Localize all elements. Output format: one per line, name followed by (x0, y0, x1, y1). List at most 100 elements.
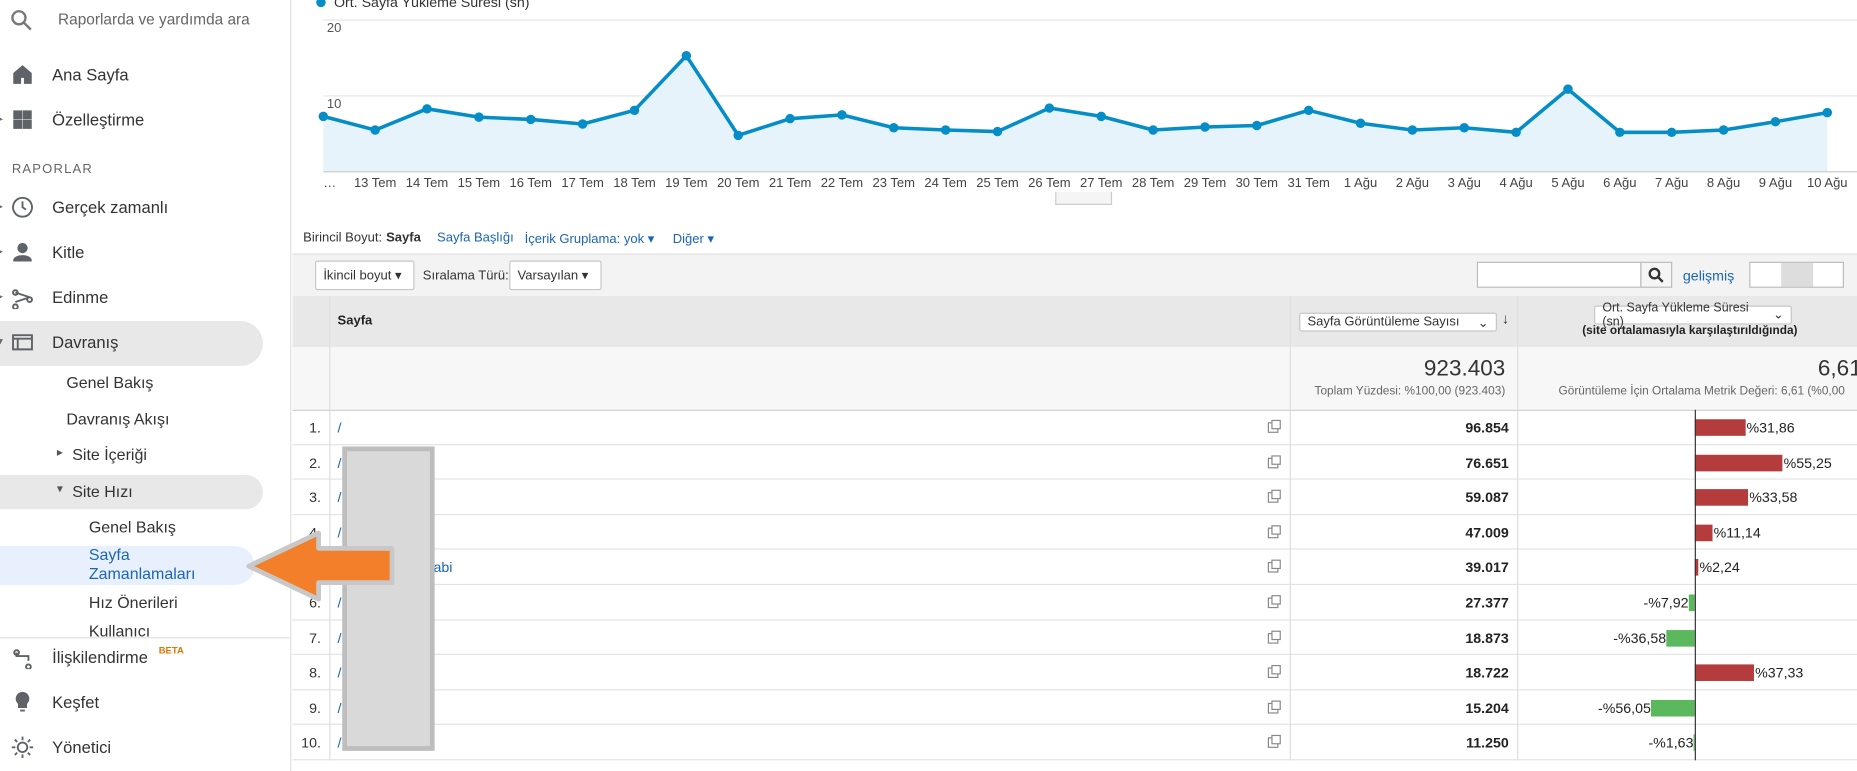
select-text: Sayfa Görüntüleme Sayısı (1307, 315, 1460, 330)
x-tick-label: 5 Ağu (1551, 175, 1584, 190)
advanced-link[interactable]: gelişmiş (1682, 267, 1735, 285)
pageviews: 96.854 (1465, 419, 1509, 436)
icon-part (1271, 665, 1281, 675)
nav-item[interactable]: Gerçek zamanlı (52, 197, 169, 217)
table-row[interactable]: 5. abi 39.017 %2,24 (292, 550, 1857, 586)
page-link[interactable]: / (337, 489, 342, 506)
nav-item[interactable]: Kitle (52, 242, 85, 262)
row-rank: 4. (309, 524, 321, 541)
page-link[interactable]: / (337, 699, 342, 717)
data-point (1252, 120, 1262, 131)
table-row[interactable]: 8. / 18.722 %37,33 (292, 655, 1857, 691)
primary-dim[interactable]: Diğer ▾ (672, 232, 714, 247)
row-rank: 1. (309, 419, 321, 436)
sort-arrow[interactable]: ↓ (1501, 310, 1509, 327)
x-tick-label: … (323, 175, 336, 190)
page-link[interactable]: / (337, 524, 342, 541)
nav-item[interactable]: Site İçeriği (72, 445, 147, 464)
icon-shape (13, 649, 32, 670)
sort-button[interactable]: Varsayılan ▾ (509, 260, 602, 291)
x-tick-label: 13 Tem (354, 175, 396, 190)
nav-icon (13, 65, 32, 84)
nav-item[interactable]: Kullanıcı (88, 622, 151, 641)
primary-dim[interactable]: İçerik Gruplama: yok ▾ (524, 232, 655, 247)
table-row[interactable]: 2. / 76.651 %55,25 (292, 445, 1857, 480)
nav-item[interactable]: Sayfa Zamanlamaları (88, 545, 196, 583)
divider (0, 637, 291, 639)
page-link[interactable]: / (337, 419, 342, 436)
nav-item[interactable]: Davranış (52, 332, 119, 352)
open-page-icon[interactable] (1267, 454, 1281, 468)
nav-item[interactable]: Ana Sayfa (52, 65, 129, 85)
comparison-label: %37,33 (1755, 664, 1804, 682)
open-page-icon[interactable] (1267, 665, 1281, 679)
page-link[interactable]: abi (433, 559, 453, 577)
open-page-icon[interactable] (1267, 595, 1281, 609)
page-link[interactable]: / (337, 734, 342, 752)
page-link[interactable]: / (337, 664, 342, 682)
search-box[interactable]: Raporlarda ve yardımda ara (58, 10, 250, 28)
table-row[interactable]: 10. / 11.250 -%1,63 (292, 725, 1857, 761)
nav-item[interactable]: Edinme (52, 287, 109, 307)
table-row[interactable]: 7. / 18.873 -%36,58 (292, 620, 1857, 656)
row-rank: 8. (309, 664, 321, 682)
nav-item[interactable]: Site Hızı (72, 482, 133, 501)
table-row[interactable]: 9. / 15.204 -%56,05 (292, 690, 1857, 726)
page-link[interactable]: / (337, 629, 342, 647)
comparison-axis (1694, 409, 1696, 761)
page-link[interactable]: / (337, 594, 342, 612)
x-tick-label: 1 Ağu (1344, 175, 1377, 190)
nav-item[interactable]: İlişkilendirme (52, 647, 148, 667)
nav-item[interactable]: Hız Önerileri (88, 593, 178, 612)
series-line (322, 53, 1828, 138)
nav-item[interactable]: Genel Bakış (88, 518, 176, 536)
active-section-bg (0, 320, 263, 366)
table-row[interactable]: 4. / 47.009 %11,14 (292, 515, 1857, 550)
primary-dim[interactable]: Sayfa (386, 230, 421, 246)
open-page-icon[interactable] (1267, 559, 1281, 574)
data-point (370, 125, 380, 135)
x-tick-label: 23 Tem (873, 175, 915, 190)
page-link[interactable]: / (337, 454, 342, 471)
icon-part (1271, 735, 1281, 745)
open-page-icon[interactable] (1267, 630, 1281, 644)
x-tick-label: 16 Tem (510, 175, 552, 190)
nav-item[interactable]: Genel Bakış (66, 373, 154, 392)
nav-item[interactable]: Keşfet (52, 692, 100, 712)
section-label: RAPORLAR (11, 162, 94, 177)
view-switcher[interactable] (1749, 261, 1844, 288)
collapse-tab[interactable] (1055, 191, 1113, 205)
open-page-icon[interactable] (1267, 489, 1281, 503)
nav-item[interactable]: Davranış Akışı (66, 410, 170, 429)
x-tick-label: 21 Tem (769, 175, 811, 190)
icon-shape (12, 289, 33, 310)
icon-part (1271, 419, 1281, 430)
icon-shape (15, 691, 30, 712)
x-tick-label: 14 Tem (406, 175, 448, 190)
search-input[interactable] (1476, 261, 1642, 288)
data-point (1096, 111, 1106, 122)
table-row[interactable]: 3. / 59.087 %33,58 (292, 480, 1857, 515)
search-icon (11, 10, 32, 31)
open-page-icon[interactable] (1267, 419, 1281, 433)
metric-select[interactable]: Sayfa Görüntüleme Sayısı ⌄ (1299, 312, 1497, 332)
nav-item[interactable]: Yönetici (52, 737, 112, 757)
open-page-icon[interactable] (1267, 735, 1281, 749)
summary-note: Toplam Yüzdesi: %100,00 (923.403) (1314, 384, 1506, 398)
data-point (1563, 84, 1573, 94)
nav-item[interactable]: Özelleştirme (52, 110, 145, 130)
nav-icon (15, 691, 30, 712)
search-button[interactable] (1640, 261, 1673, 288)
table-row[interactable]: 1. / 96.854 %31,86 (292, 410, 1857, 445)
secondary-dim-button[interactable]: İkincil boyut ▾ (315, 260, 415, 291)
table-row[interactable]: 6. / 27.377 -%7,92 (292, 585, 1857, 621)
compare-select[interactable]: Ort. Sayfa Yükleme Süresi (sn) ⌄ (1594, 301, 1792, 329)
data-point (1407, 125, 1418, 135)
primary-dim-text: Diğer (672, 232, 704, 247)
open-page-icon[interactable] (1267, 524, 1281, 539)
x-tick-label: 18 Tem (613, 175, 655, 190)
comparison-bar (1694, 454, 1783, 471)
pageviews: 18.722 (1465, 664, 1509, 682)
open-page-icon[interactable] (1267, 700, 1281, 714)
primary-dim[interactable]: Sayfa Başlığı (437, 230, 514, 246)
